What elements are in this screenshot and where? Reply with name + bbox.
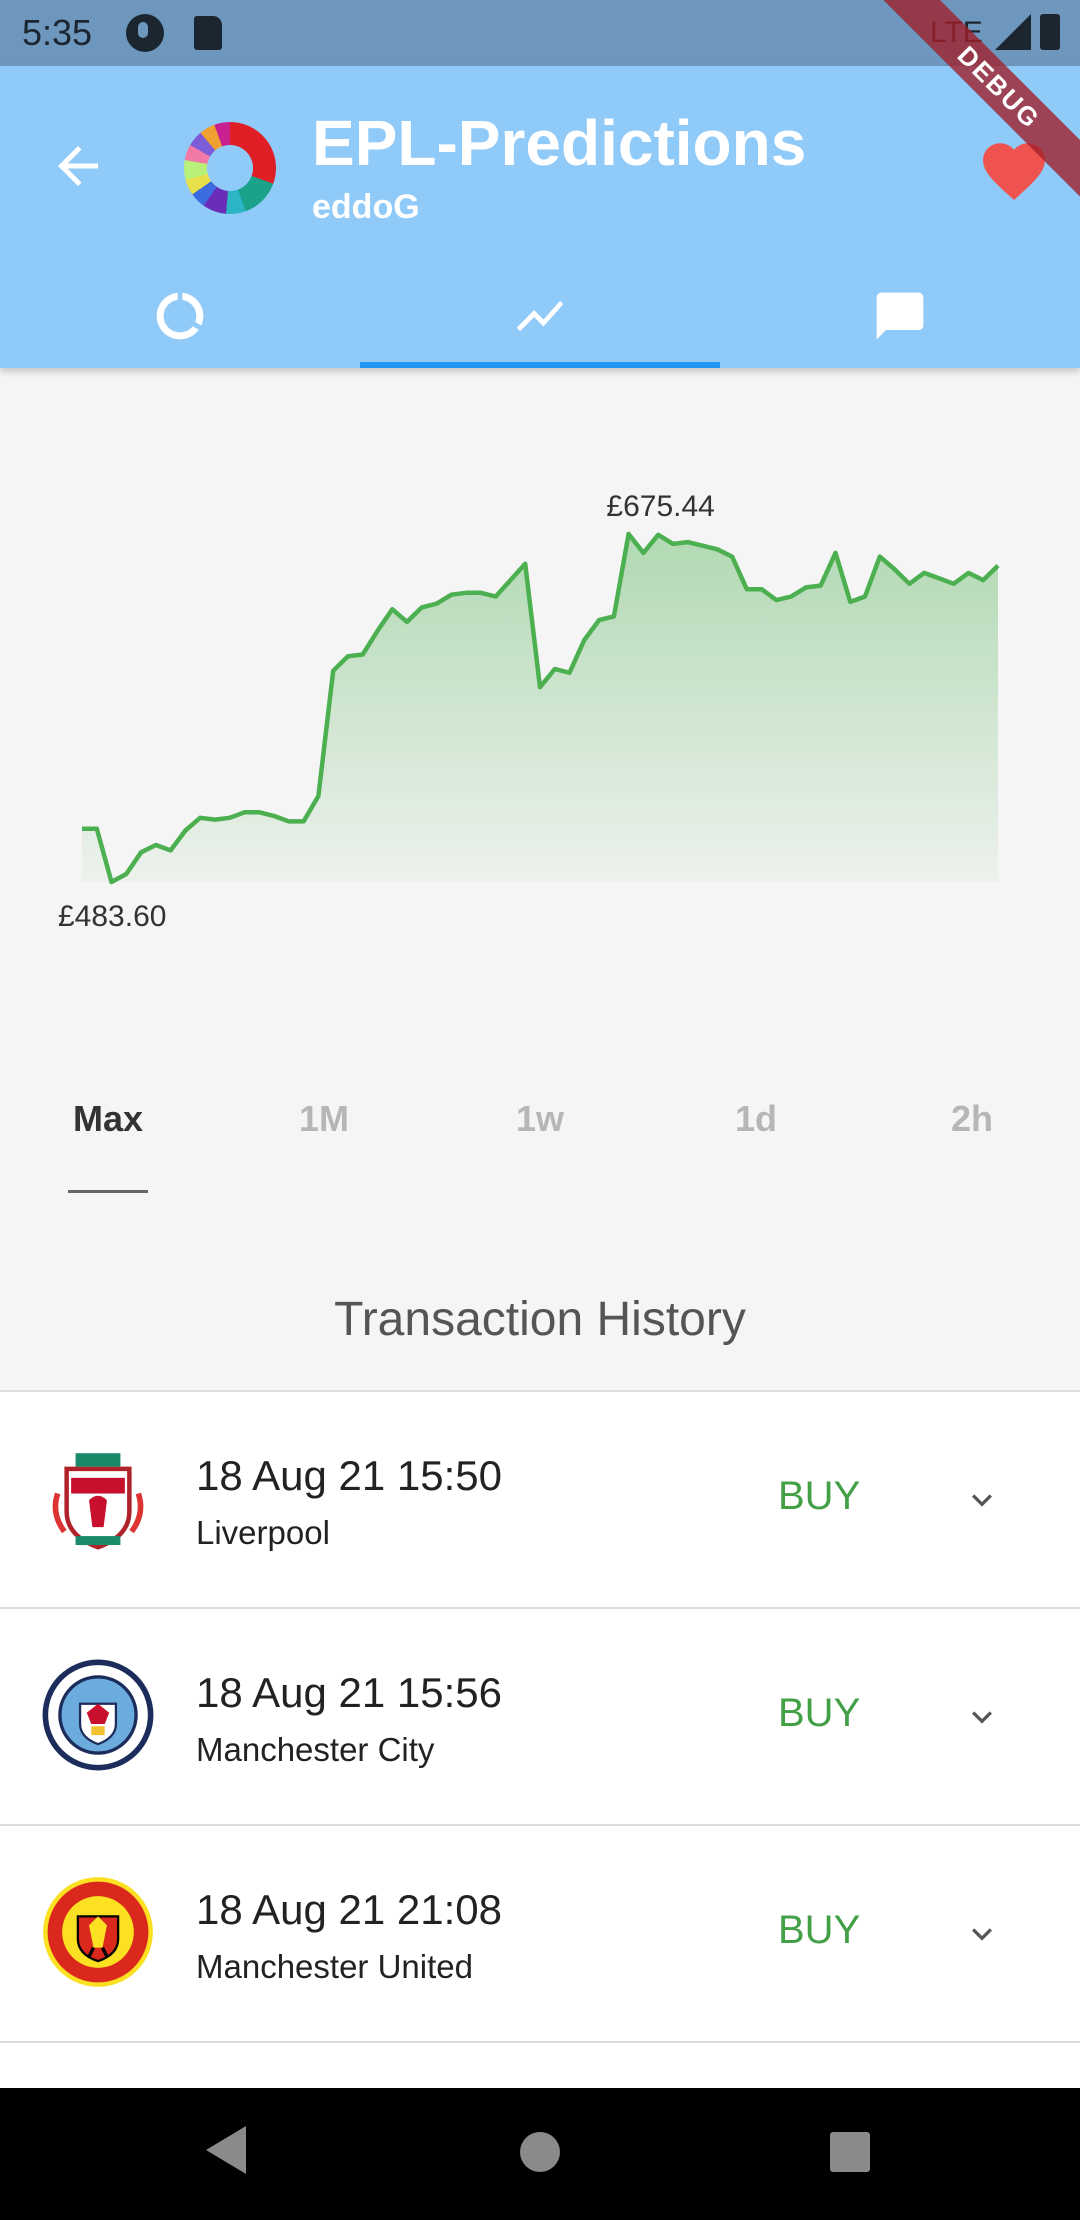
app-bar: EPL-Predictions eddoG [0, 66, 1080, 368]
man-city-crest-icon [42, 1659, 154, 1771]
favorite-heart-icon[interactable] [976, 134, 1052, 202]
range-tab-1w[interactable]: 1w [515, 1098, 565, 1139]
transaction-date: 18 Aug 21 15:56 [196, 1669, 502, 1716]
chart-min-label: £483.60 [58, 900, 166, 933]
transaction-team: Liverpool [196, 1514, 330, 1551]
chart-series-line [82, 531, 1000, 885]
expand-chevron-icon[interactable] [962, 1697, 1002, 1737]
nav-back-icon[interactable] [206, 2126, 246, 2174]
liverpool-crest-icon [52, 1453, 144, 1550]
tab-chart[interactable] [360, 266, 720, 368]
transaction-history-title: Transaction History [334, 1293, 746, 1346]
price-chart: £675.44 £483.60 [58, 490, 1000, 933]
transaction-action: BUY [778, 1474, 861, 1518]
transaction-team: Manchester United [196, 1948, 473, 1985]
signal-icon [995, 14, 1031, 50]
man-united-crest-icon [43, 1877, 153, 1987]
chart-max-label: £675.44 [606, 490, 714, 523]
transaction-list: 18 Aug 21 15:50 Liverpool BUY 18 Aug 21 … [0, 1390, 1080, 2090]
transaction-team: Manchester City [196, 1731, 435, 1768]
transaction-action: BUY [778, 1908, 861, 1952]
battery-icon [1040, 14, 1060, 50]
sd-card-icon [194, 16, 222, 50]
range-tab-1m[interactable]: 1M [298, 1098, 349, 1139]
tab-indicator [360, 362, 720, 368]
expand-chevron-icon[interactable] [962, 1480, 1002, 1520]
page-subtitle: eddoG [312, 188, 420, 226]
transaction-action: BUY [778, 1691, 861, 1735]
transaction-date: 18 Aug 21 21:08 [196, 1886, 502, 1933]
range-tab-1d[interactable]: 1d [734, 1098, 777, 1139]
tab-portfolio[interactable] [0, 266, 360, 368]
nav-home-icon[interactable] [520, 2132, 560, 2172]
transaction-date: 18 Aug 21 15:50 [196, 1452, 502, 1499]
donut-icon [156, 292, 204, 340]
back-arrow-icon[interactable] [48, 136, 108, 196]
transaction-row[interactable]: 18 Aug 21 15:56 Manchester City BUY [0, 1609, 1080, 1826]
project-logo [184, 122, 276, 214]
system-nav-bar [0, 2088, 1080, 2220]
range-tab-underline [68, 1190, 148, 1193]
status-time: 5:35 [22, 12, 93, 53]
range-tab-max[interactable]: Max [72, 1098, 144, 1139]
notification-icon [126, 14, 164, 52]
transaction-row[interactable]: 18 Aug 21 15:50 Liverpool BUY [0, 1392, 1080, 1609]
nav-recents-icon[interactable] [830, 2132, 870, 2172]
tab-chat[interactable] [720, 266, 1080, 368]
expand-chevron-icon[interactable] [962, 1914, 1002, 1954]
chart-area-fill [82, 534, 998, 882]
chat-icon [876, 292, 924, 340]
transaction-row[interactable]: 18 Aug 21 21:08 Manchester United BUY [0, 1826, 1080, 2043]
trend-line-icon [516, 300, 564, 332]
range-tab-2h[interactable]: 2h [950, 1098, 993, 1139]
page-title: EPL-Predictions [312, 107, 807, 179]
